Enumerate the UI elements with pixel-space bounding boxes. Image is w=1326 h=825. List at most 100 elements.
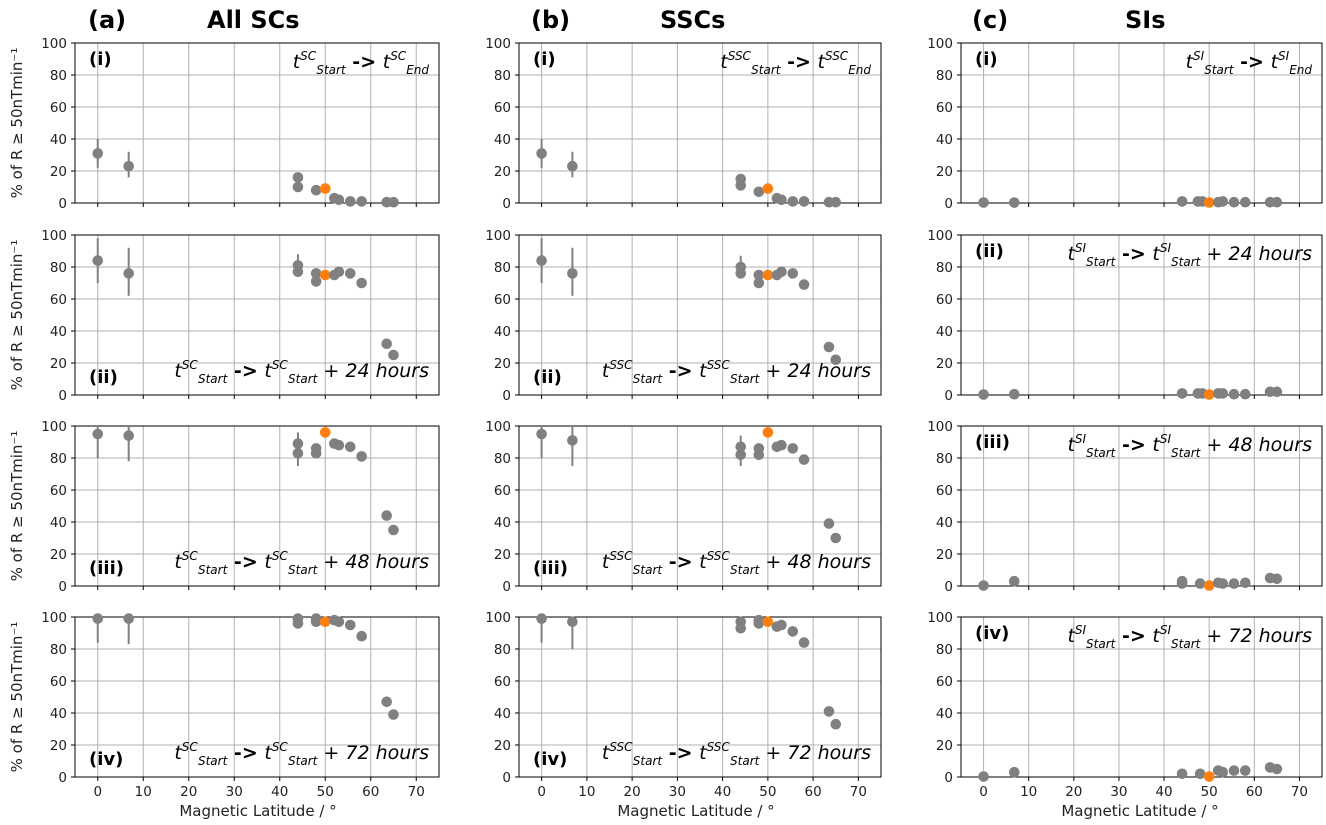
y-tick-label: 60	[50, 100, 67, 116]
time-window-annotation: tSSCStart -> tSSCEnd	[720, 49, 871, 77]
panel-label: (ii)	[975, 241, 1004, 262]
y-axis-label: % of R ≥ 50nTmin⁻¹	[8, 622, 26, 773]
highlight-point	[762, 269, 774, 281]
highlight-point	[1203, 771, 1215, 782]
y-tick-label: 60	[936, 483, 953, 499]
y-tick-label: 20	[50, 547, 67, 563]
y-tick-label: 0	[58, 196, 67, 212]
y-tick-label: 40	[494, 132, 511, 148]
y-tick-label: 0	[944, 579, 953, 595]
y-axis-label: % of R ≥ 50nTmin⁻¹	[8, 431, 26, 582]
data-point	[1217, 766, 1229, 778]
data-point	[753, 449, 765, 461]
column-b-letter: (b)	[531, 6, 570, 34]
axes-frame	[960, 234, 1323, 396]
y-tick-label: 80	[936, 451, 953, 467]
panel-c0-r0: 0 20 40 60 80 100 % of R ≥ 50nTmin⁻¹ (i) tSCStar…	[8, 36, 440, 212]
data-point	[567, 160, 578, 172]
panel-c1-r3: 0 20 40 60 80 100 0 10 20 30 40 50 60 70 (iv) tSSCStart…	[485, 610, 882, 800]
panel-label: (i)	[89, 49, 112, 70]
data-point	[536, 428, 547, 440]
highlight-point	[1203, 197, 1215, 208]
data-point	[92, 613, 104, 624]
data-point	[1008, 575, 1020, 587]
data-point	[787, 626, 799, 637]
y-tick-label: 80	[936, 260, 953, 276]
data-point	[536, 255, 547, 266]
data-point	[310, 276, 322, 287]
x-tick-label: 30	[669, 784, 686, 800]
x-tick-label: 70	[1291, 784, 1308, 800]
x-axis-label-col-b: Magnetic Latitude / °	[617, 802, 774, 820]
data-point	[1239, 577, 1251, 589]
y-tick-label: 100	[485, 36, 511, 52]
data-point	[92, 255, 104, 266]
axes-frame	[74, 616, 440, 778]
time-window-annotation: tSIStart -> tSIStart + 48 hours	[1067, 432, 1312, 460]
data-point	[735, 622, 747, 634]
x-tick-label: 50	[759, 784, 776, 800]
y-tick-label: 60	[936, 674, 953, 690]
x-tick-label: 20	[624, 784, 641, 800]
x-tick-label: 30	[226, 784, 243, 800]
axes-frame	[74, 234, 440, 396]
data-point	[344, 619, 356, 631]
y-tick-label: 40	[936, 132, 953, 148]
panel-c0-r2: 0 20 40 60 80 100 % of R ≥ 50nTmin⁻¹ (iii) tSCSt…	[8, 419, 440, 595]
data-point	[1228, 388, 1240, 400]
data-point	[798, 637, 810, 648]
y-tick-label: 80	[50, 642, 67, 658]
y-tick-label: 60	[494, 292, 511, 308]
data-point	[1239, 196, 1251, 208]
x-axis-label-col-a: Magnetic Latitude / °	[179, 802, 336, 820]
panel-c2-r3: 0 20 40 60 80 100 0 10 20 30 40 50 60 70 (iv) tSIStart …	[927, 610, 1323, 800]
time-window-annotation: tSSCStart -> tSSCStart + 48 hours	[602, 549, 871, 577]
y-tick-label: 0	[502, 770, 511, 786]
x-axis-label-col-c: Magnetic Latitude / °	[1061, 802, 1218, 820]
axes-frame	[518, 425, 882, 587]
highlight-point	[319, 427, 331, 438]
y-tick-label: 60	[494, 100, 511, 116]
panel-c0-r1: 0 20 40 60 80 100 % of R ≥ 50nTmin⁻¹ (ii) tSCSta…	[8, 228, 440, 404]
y-tick-label: 0	[502, 579, 511, 595]
data-point	[123, 160, 134, 172]
highlight-point	[1203, 580, 1215, 591]
data-point	[356, 196, 367, 207]
y-tick-label: 100	[41, 36, 67, 52]
data-point	[753, 618, 765, 629]
time-window-annotation: tSCStart -> tSCEnd	[293, 49, 430, 77]
data-point	[1271, 386, 1283, 398]
x-tick-label: 0	[537, 784, 546, 800]
panel-label: (iv)	[975, 623, 1009, 644]
data-point	[978, 580, 989, 591]
y-tick-label: 100	[927, 610, 953, 626]
data-point	[356, 630, 367, 642]
axes-frame	[74, 425, 440, 587]
data-point	[1176, 768, 1188, 780]
x-tick-label: 0	[979, 784, 988, 800]
y-tick-label: 20	[936, 738, 953, 754]
data-point	[310, 616, 322, 628]
data-point	[344, 196, 356, 207]
data-point	[388, 709, 399, 720]
y-tick-label: 80	[494, 642, 511, 658]
panels-group: 0 20 40 60 80 100 % of R ≥ 50nTmin⁻¹ (i) tSCStar…	[8, 36, 1323, 800]
y-tick-label: 100	[41, 228, 67, 244]
data-point	[1008, 766, 1020, 778]
y-tick-label: 80	[494, 68, 511, 84]
data-point	[823, 518, 835, 529]
data-point	[536, 613, 547, 624]
y-tick-label: 100	[485, 610, 511, 626]
data-point	[1239, 765, 1251, 776]
axes-frame	[518, 234, 882, 396]
x-tick-label: 30	[1110, 784, 1127, 800]
axes-frame	[960, 425, 1323, 587]
data-point	[1194, 578, 1206, 589]
data-point	[776, 194, 787, 206]
y-tick-label: 40	[50, 515, 67, 531]
data-point	[292, 447, 304, 459]
panel-c2-r2: 0 20 40 60 80 100 (iii) tSIStart -> tSIStart + …	[927, 419, 1323, 595]
data-point	[798, 454, 810, 465]
data-point	[1228, 196, 1240, 208]
